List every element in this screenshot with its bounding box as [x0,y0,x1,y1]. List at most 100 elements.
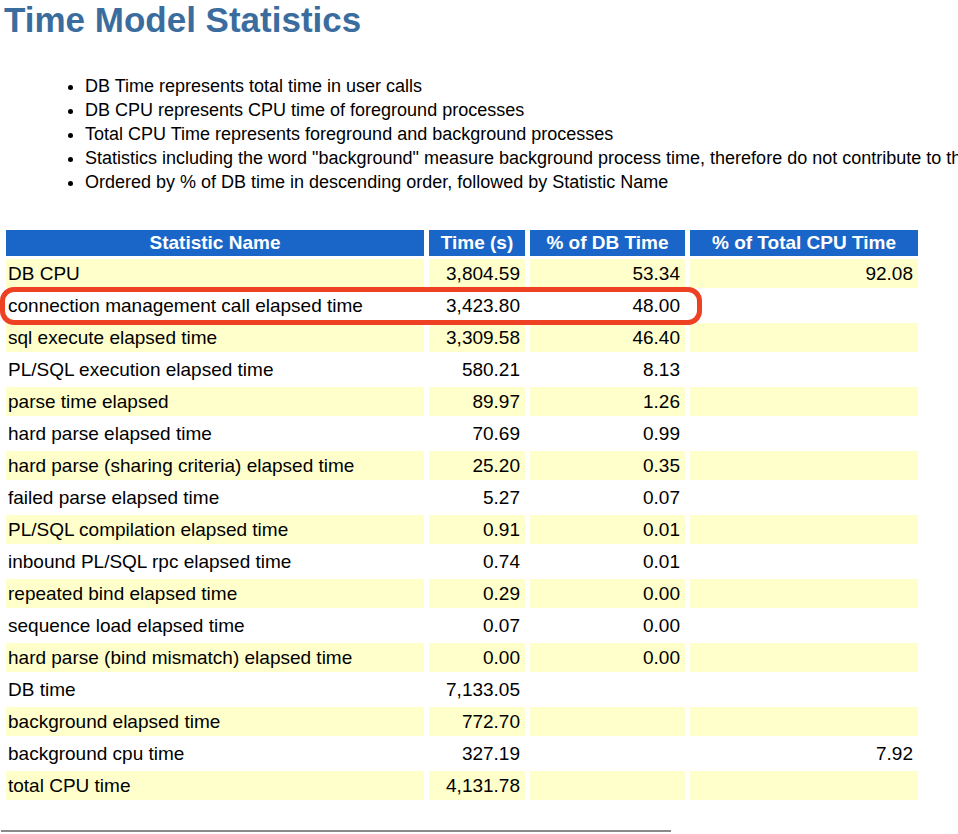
time-s-cell: 70.69 [429,419,525,448]
pct-total-cpu-time-cell: 7.92 [690,739,918,768]
table-row: hard parse elapsed time70.690.99 [6,419,918,448]
table-row: failed parse elapsed time5.270.07 [6,483,918,512]
time-s-cell: 0.00 [429,643,525,672]
pct-total-cpu-time-cell [690,515,918,544]
table-row: sequence load elapsed time0.070.00 [6,611,918,640]
pct-total-cpu-time-cell [690,611,918,640]
time-s-cell: 0.74 [429,547,525,576]
pct-db-time-cell: 1.26 [530,387,685,416]
note-item: Ordered by % of DB time in descending or… [85,170,958,194]
pct-db-time-cell: 0.01 [530,547,685,576]
note-item: Total CPU Time represents foreground and… [85,122,958,146]
pct-db-time-cell: 0.01 [530,515,685,544]
col-header-time-s: Time (s) [429,230,525,256]
bottom-rule [1,830,671,832]
pct-db-time-cell: 8.13 [530,355,685,384]
stat-name-cell: DB CPU [6,259,424,288]
pct-db-time-cell: 0.07 [530,483,685,512]
pct-total-cpu-time-cell [690,483,918,512]
note-item: DB Time represents total time in user ca… [85,74,958,98]
pct-total-cpu-time-cell [690,451,918,480]
time-s-cell: 3,423.80 [429,291,525,320]
stat-name-cell: background elapsed time [6,707,424,736]
stat-name-cell: background cpu time [6,739,424,768]
time-s-cell: 0.07 [429,611,525,640]
notes-list: DB Time represents total time in user ca… [0,74,958,194]
pct-db-time-cell [530,675,685,704]
pct-total-cpu-time-cell [690,355,918,384]
stat-name-cell: hard parse (bind mismatch) elapsed time [6,643,424,672]
table-row: DB time7,133.05 [6,675,918,704]
table-header-row: Statistic Name Time (s) % of DB Time % o… [6,230,918,256]
stat-name-cell: DB time [6,675,424,704]
pct-db-time-cell: 0.99 [530,419,685,448]
time-s-cell: 772.70 [429,707,525,736]
table-row: repeated bind elapsed time0.290.00 [6,579,918,608]
table-row: sql execute elapsed time3,309.5846.40 [6,323,918,352]
table-row: hard parse (bind mismatch) elapsed time0… [6,643,918,672]
table-row: background cpu time327.19 7.92 [6,739,918,768]
pct-db-time-cell: 0.35 [530,451,685,480]
pct-total-cpu-time-cell [690,291,918,320]
pct-total-cpu-time-cell [690,675,918,704]
table-row: background elapsed time772.70 [6,707,918,736]
time-s-cell: 3,804.59 [429,259,525,288]
stat-name-cell: total CPU time [6,771,424,800]
note-item: Statistics including the word "backgroun… [85,146,958,170]
time-model-statistics-table: Statistic Name Time (s) % of DB Time % o… [1,227,923,803]
time-s-cell: 0.91 [429,515,525,544]
pct-db-time-cell: 0.00 [530,611,685,640]
stat-name-cell: sequence load elapsed time [6,611,424,640]
stat-name-cell: hard parse (sharing criteria) elapsed ti… [6,451,424,480]
pct-total-cpu-time-cell [690,323,918,352]
time-s-cell: 4,131.78 [429,771,525,800]
table-row: DB CPU3,804.5953.3492.08 [6,259,918,288]
time-s-cell: 580.21 [429,355,525,384]
time-s-cell: 5.27 [429,483,525,512]
table-row: inbound PL/SQL rpc elapsed time0.740.01 [6,547,918,576]
time-s-cell: 0.29 [429,579,525,608]
col-header-statistic-name: Statistic Name [6,230,424,256]
stats-table-body: DB CPU3,804.5953.3492.08 connection manag… [6,259,918,800]
pct-total-cpu-time-cell [690,707,918,736]
pct-total-cpu-time-cell: 92.08 [690,259,918,288]
col-header-pct-db-time: % of DB Time [530,230,685,256]
pct-total-cpu-time-cell [690,771,918,800]
stat-name-cell: hard parse elapsed time [6,419,424,448]
time-s-cell: 89.97 [429,387,525,416]
table-row: connection management call elapsed time3… [6,291,918,320]
pct-db-time-cell: 46.40 [530,323,685,352]
table-row: PL/SQL execution elapsed time580.218.13 [6,355,918,384]
pct-db-time-cell [530,739,685,768]
pct-db-time-cell [530,771,685,800]
pct-total-cpu-time-cell [690,419,918,448]
col-header-pct-total-cpu-time: % of Total CPU Time [690,230,918,256]
pct-total-cpu-time-cell [690,643,918,672]
stat-name-cell: connection management call elapsed time [6,291,424,320]
stat-name-cell: parse time elapsed [6,387,424,416]
table-row: total CPU time4,131.78 [6,771,918,800]
note-item: DB CPU represents CPU time of foreground… [85,98,958,122]
stat-name-cell: inbound PL/SQL rpc elapsed time [6,547,424,576]
time-s-cell: 327.19 [429,739,525,768]
stat-name-cell: PL/SQL compilation elapsed time [6,515,424,544]
time-s-cell: 3,309.58 [429,323,525,352]
pct-db-time-cell: 48.00 [530,291,685,320]
page-title: Time Model Statistics [4,0,361,40]
stat-name-cell: sql execute elapsed time [6,323,424,352]
table-row: parse time elapsed89.971.26 [6,387,918,416]
pct-total-cpu-time-cell [690,579,918,608]
table-row: PL/SQL compilation elapsed time0.910.01 [6,515,918,544]
pct-total-cpu-time-cell [690,547,918,576]
pct-db-time-cell: 0.00 [530,643,685,672]
time-s-cell: 25.20 [429,451,525,480]
table-row: hard parse (sharing criteria) elapsed ti… [6,451,918,480]
pct-db-time-cell: 0.00 [530,579,685,608]
stat-name-cell: failed parse elapsed time [6,483,424,512]
pct-db-time-cell: 53.34 [530,259,685,288]
stat-name-cell: repeated bind elapsed time [6,579,424,608]
pct-total-cpu-time-cell [690,387,918,416]
pct-db-time-cell [530,707,685,736]
time-s-cell: 7,133.05 [429,675,525,704]
stat-name-cell: PL/SQL execution elapsed time [6,355,424,384]
